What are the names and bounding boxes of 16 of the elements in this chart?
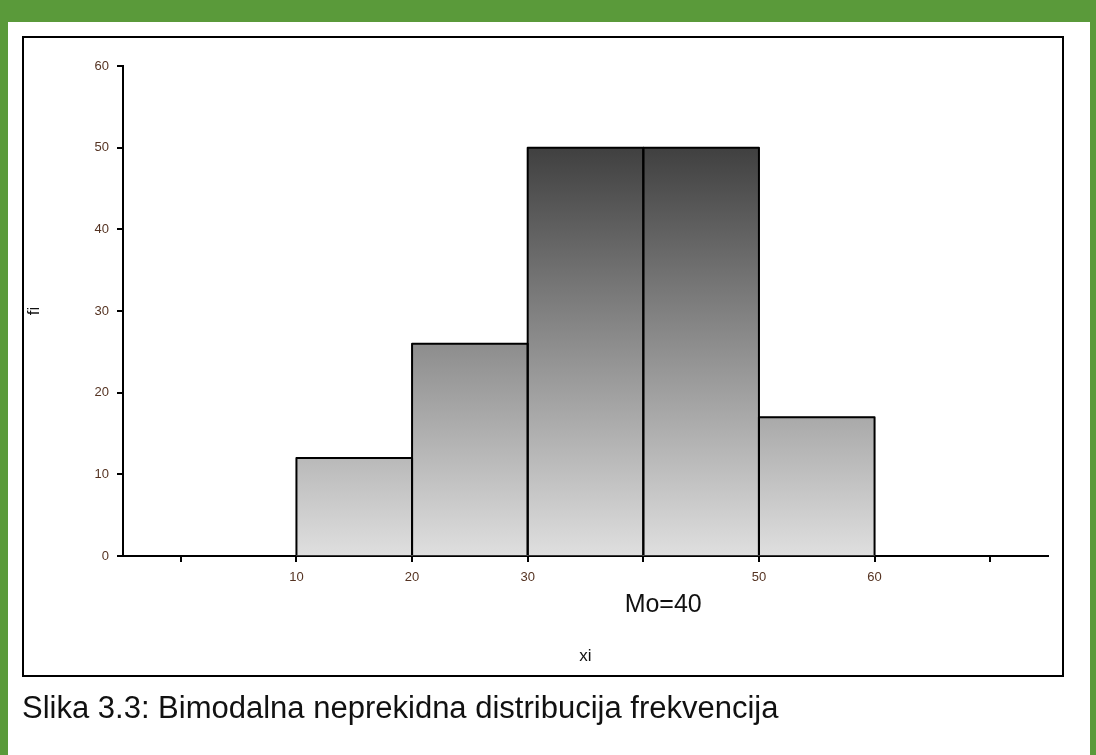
x-tick-label: 10 [289, 569, 304, 585]
y-axis-title: fi [23, 306, 43, 316]
y-tick-label: 50 [94, 139, 109, 155]
y-tick-label: 30 [94, 302, 109, 318]
x-tick-label: 30 [520, 569, 535, 585]
x-tick-label: 60 [867, 569, 882, 585]
y-tick-label: 10 [94, 465, 109, 481]
x-axis-title: xi [579, 646, 592, 666]
text: Slika 3.3: Bimodalna neprekidna distribucija frekvencija [22, 690, 779, 726]
y-tick-label: 60 [94, 57, 109, 73]
text: Mo=40 [624, 589, 702, 617]
y-tick-label: 20 [94, 384, 109, 400]
x-tick-label: 20 [404, 569, 420, 585]
y-tick-label: 0 [101, 547, 109, 563]
x-tick-label: 50 [751, 569, 767, 585]
y-tick-label: 40 [94, 220, 109, 236]
